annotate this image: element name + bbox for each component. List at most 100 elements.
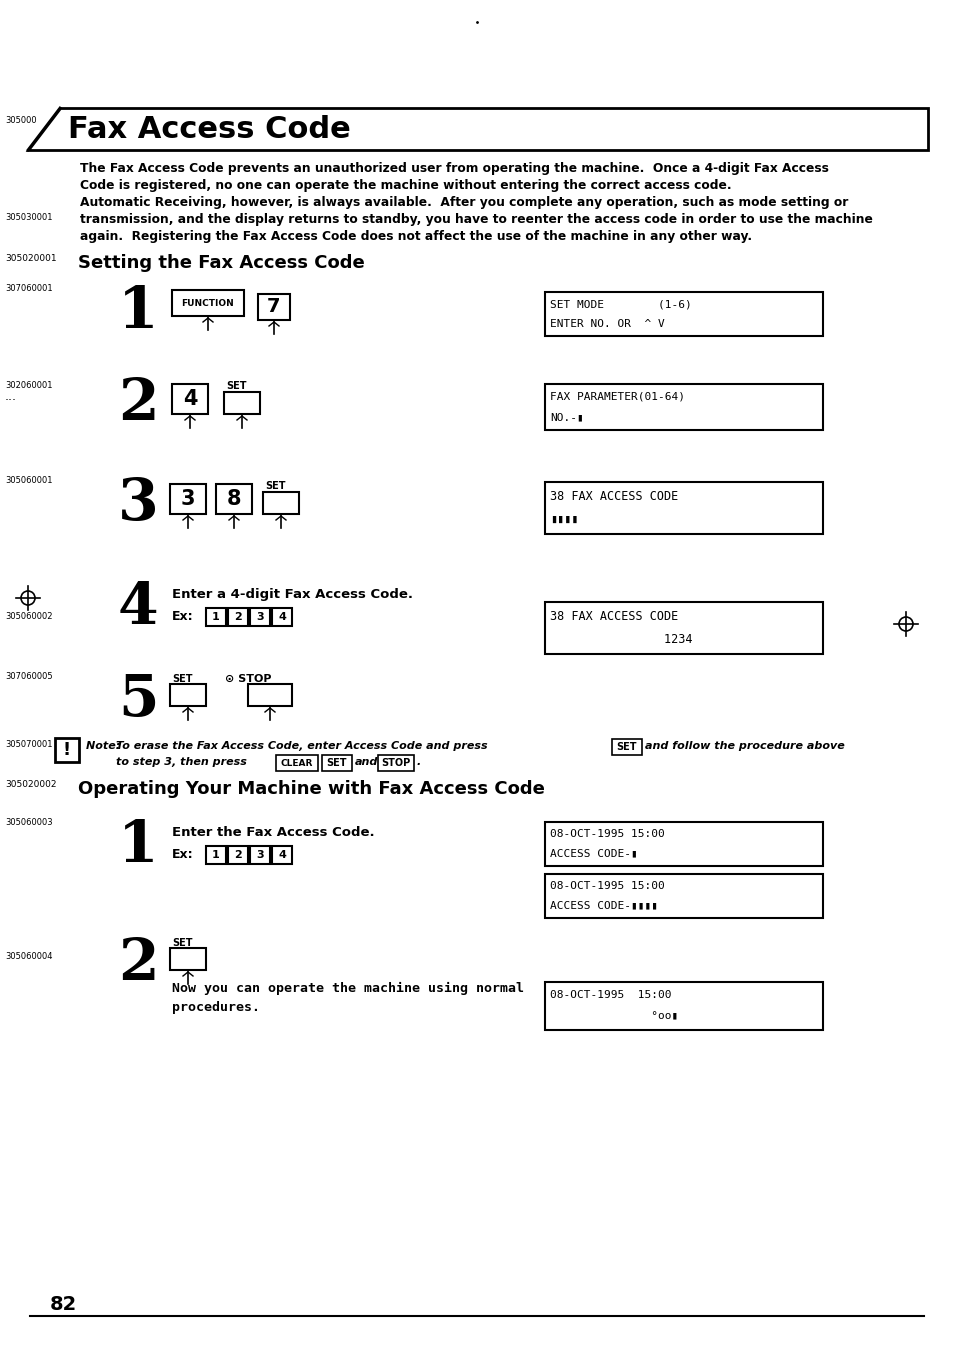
Text: SET: SET bbox=[616, 742, 637, 751]
Text: NO.-▮: NO.-▮ bbox=[550, 413, 583, 422]
Bar bbox=[544, 291, 822, 336]
Text: 3: 3 bbox=[180, 488, 195, 509]
Text: 38 FAX ACCESS CODE: 38 FAX ACCESS CODE bbox=[550, 490, 678, 503]
Text: ···: ··· bbox=[5, 394, 17, 407]
Text: To erase the Fax Access Code, enter Access Code and press: To erase the Fax Access Code, enter Acce… bbox=[116, 741, 487, 751]
Text: procedures.: procedures. bbox=[172, 1001, 260, 1014]
Bar bbox=[55, 738, 79, 762]
Text: SET: SET bbox=[327, 758, 347, 768]
Text: to step 3, then press: to step 3, then press bbox=[116, 757, 247, 768]
Text: SET MODE        (1-6): SET MODE (1-6) bbox=[550, 299, 691, 309]
Text: 5: 5 bbox=[118, 672, 158, 728]
Text: 1: 1 bbox=[118, 285, 158, 340]
Text: again.  Registering the Fax Access Code does not affect the use of the machine i: again. Registering the Fax Access Code d… bbox=[80, 229, 751, 243]
Text: ACCESS CODE-▮: ACCESS CODE-▮ bbox=[550, 849, 638, 859]
Text: Setting the Fax Access Code: Setting the Fax Access Code bbox=[78, 254, 364, 272]
Text: 38 FAX ACCESS CODE: 38 FAX ACCESS CODE bbox=[550, 610, 678, 623]
Text: SET: SET bbox=[172, 938, 193, 948]
Text: 2: 2 bbox=[118, 376, 158, 432]
Text: ▮▮▮▮: ▮▮▮▮ bbox=[550, 513, 578, 526]
Text: Enter a 4-digit Fax Access Code.: Enter a 4-digit Fax Access Code. bbox=[172, 588, 413, 602]
Text: .: . bbox=[416, 757, 420, 768]
Text: 08-OCT-1995 15:00: 08-OCT-1995 15:00 bbox=[550, 830, 664, 839]
Bar bbox=[612, 739, 641, 755]
Text: 08-OCT-1995  15:00: 08-OCT-1995 15:00 bbox=[550, 990, 671, 1001]
Text: 305070001: 305070001 bbox=[5, 741, 52, 749]
Text: 4: 4 bbox=[183, 389, 197, 409]
Text: STOP: STOP bbox=[381, 758, 410, 768]
Bar bbox=[544, 482, 822, 534]
Bar bbox=[272, 608, 292, 626]
Text: 3: 3 bbox=[256, 612, 264, 622]
Text: 305030001: 305030001 bbox=[5, 213, 52, 223]
Bar bbox=[228, 608, 248, 626]
Bar bbox=[257, 294, 290, 320]
Text: 305060002: 305060002 bbox=[5, 612, 52, 621]
Text: 1: 1 bbox=[212, 612, 219, 622]
Text: 1234: 1234 bbox=[550, 633, 692, 646]
Text: 305060004: 305060004 bbox=[5, 952, 52, 960]
Bar bbox=[248, 684, 292, 706]
Bar bbox=[170, 948, 206, 970]
Bar bbox=[215, 484, 252, 514]
Text: 82: 82 bbox=[50, 1295, 77, 1314]
Bar bbox=[206, 846, 226, 863]
Text: CLEAR: CLEAR bbox=[280, 758, 313, 768]
Bar bbox=[172, 384, 208, 414]
Text: 305020001: 305020001 bbox=[5, 254, 56, 263]
Text: SET: SET bbox=[265, 482, 285, 491]
Text: 305020002: 305020002 bbox=[5, 780, 56, 789]
Text: ENTER NO. OR  ^ V: ENTER NO. OR ^ V bbox=[550, 318, 664, 329]
Bar bbox=[322, 755, 352, 772]
Text: 4: 4 bbox=[118, 580, 158, 635]
Text: 2: 2 bbox=[233, 612, 242, 622]
Bar bbox=[544, 602, 822, 654]
Text: Automatic Receiving, however, is always available.  After you complete any opera: Automatic Receiving, however, is always … bbox=[80, 196, 847, 209]
Text: Fax Access Code: Fax Access Code bbox=[68, 115, 351, 143]
Text: 302060001: 302060001 bbox=[5, 380, 52, 390]
Text: and follow the procedure above: and follow the procedure above bbox=[644, 741, 843, 751]
Text: 08-OCT-1995 15:00: 08-OCT-1995 15:00 bbox=[550, 881, 664, 892]
Bar bbox=[544, 982, 822, 1031]
Bar bbox=[224, 393, 260, 414]
Text: 4: 4 bbox=[277, 612, 286, 622]
Text: 1: 1 bbox=[212, 850, 219, 861]
Text: SET: SET bbox=[172, 674, 193, 684]
Text: 1: 1 bbox=[118, 817, 158, 874]
Text: 2: 2 bbox=[233, 850, 242, 861]
Text: 7: 7 bbox=[267, 298, 280, 317]
Text: !: ! bbox=[63, 741, 71, 759]
Text: ⊙ STOP: ⊙ STOP bbox=[225, 674, 272, 684]
Text: ACCESS CODE-▮▮▮▮: ACCESS CODE-▮▮▮▮ bbox=[550, 901, 658, 911]
Text: 305000: 305000 bbox=[5, 116, 36, 125]
Bar bbox=[544, 874, 822, 919]
Text: 3: 3 bbox=[256, 850, 264, 861]
Bar bbox=[272, 846, 292, 863]
Text: Enter the Fax Access Code.: Enter the Fax Access Code. bbox=[172, 826, 375, 839]
Text: Ex:: Ex: bbox=[172, 849, 193, 861]
Text: 305060001: 305060001 bbox=[5, 476, 52, 486]
Bar bbox=[377, 755, 414, 772]
Bar bbox=[250, 608, 270, 626]
Bar bbox=[263, 492, 298, 514]
Text: FAX PARAMETER(01-64): FAX PARAMETER(01-64) bbox=[550, 391, 684, 402]
Bar bbox=[544, 384, 822, 430]
Text: Now you can operate the machine using normal: Now you can operate the machine using no… bbox=[172, 982, 523, 996]
Text: FUNCTION: FUNCTION bbox=[181, 298, 234, 308]
Bar bbox=[170, 684, 206, 706]
Text: and: and bbox=[355, 757, 378, 768]
Text: 4: 4 bbox=[277, 850, 286, 861]
Text: Code is registered, no one can operate the machine without entering the correct : Code is registered, no one can operate t… bbox=[80, 179, 731, 192]
Text: SET: SET bbox=[226, 380, 246, 391]
Text: °oo▮: °oo▮ bbox=[550, 1012, 678, 1021]
Text: 307060005: 307060005 bbox=[5, 672, 52, 681]
Text: transmission, and the display returns to standby, you have to reenter the access: transmission, and the display returns to… bbox=[80, 213, 872, 227]
Text: 8: 8 bbox=[227, 488, 241, 509]
Bar bbox=[275, 755, 317, 772]
Bar bbox=[206, 608, 226, 626]
Polygon shape bbox=[28, 108, 927, 150]
Text: Ex:: Ex: bbox=[172, 610, 193, 623]
Bar bbox=[250, 846, 270, 863]
Text: 2: 2 bbox=[118, 936, 158, 992]
Bar bbox=[172, 290, 244, 316]
